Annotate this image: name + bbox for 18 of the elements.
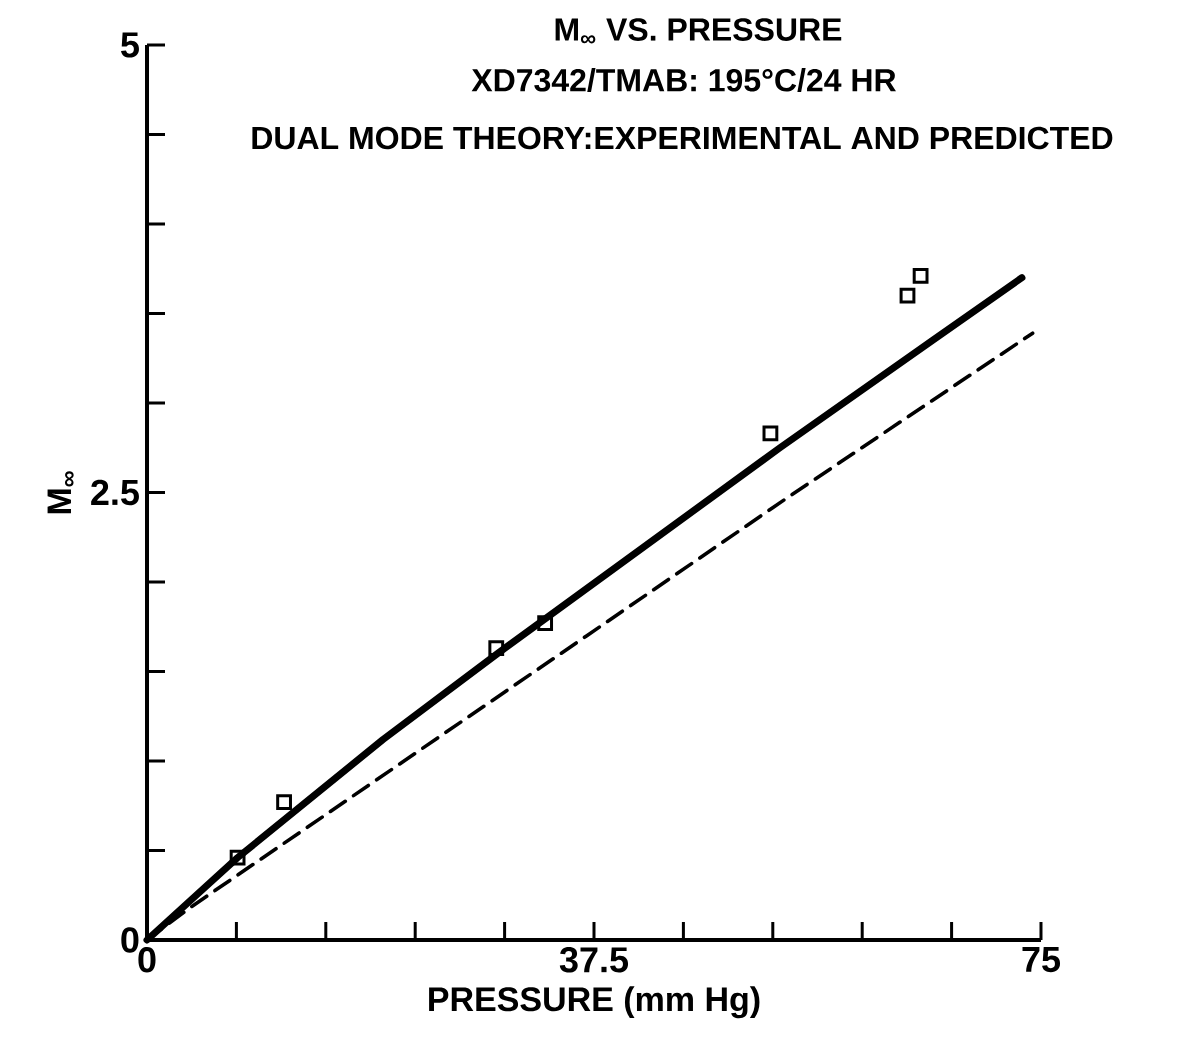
point	[899, 287, 916, 304]
y-tick-label: 2.5	[91, 479, 139, 506]
point	[537, 615, 554, 632]
x-tick-label: 0	[138, 947, 156, 973]
point	[488, 640, 505, 657]
annotation: DUAL MODE THEORY:EXPERIMENTAL AND PREDICTED	[252, 126, 1113, 150]
text: XD7342/TMAB: 195°C/24 HR	[471, 68, 896, 92]
point	[276, 794, 292, 811]
chart-title: M$_{∞}$ VS. PRESSURE	[555, 18, 842, 44]
x-tick-label: 37.5	[559, 947, 629, 973]
x-axis-title: PRESSURE (mm Hg)	[429, 986, 760, 1019]
point	[229, 849, 246, 866]
y-tick-label: 0	[121, 927, 139, 953]
point	[912, 268, 929, 284]
point	[762, 425, 779, 442]
y-tick-label: 5	[121, 32, 139, 58]
y-axis-title: M$_{∞}$	[47, 471, 74, 514]
x-tick-label: 75	[1022, 947, 1061, 973]
